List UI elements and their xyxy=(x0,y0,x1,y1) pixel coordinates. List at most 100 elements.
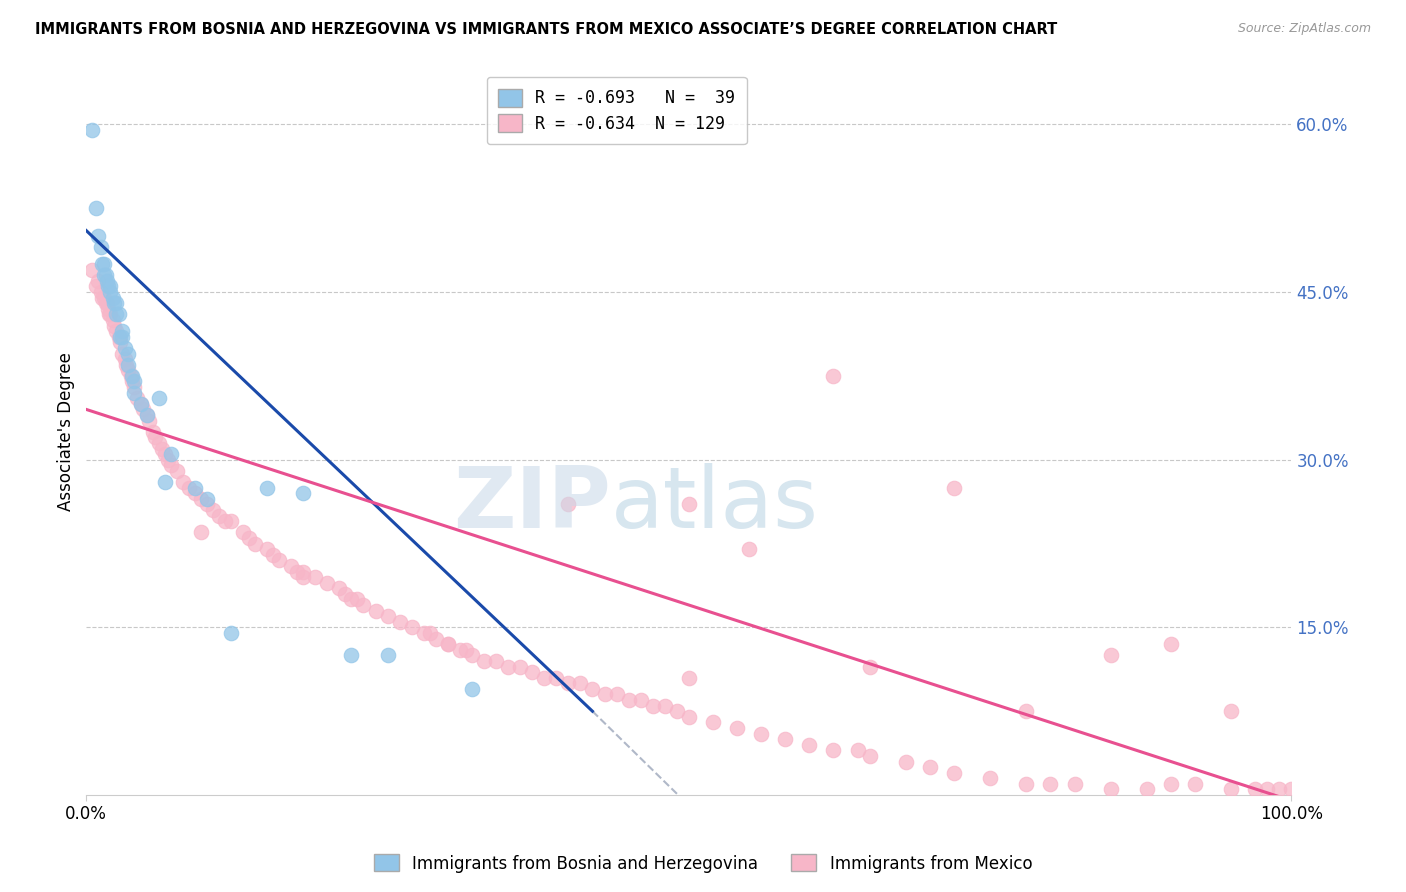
Point xyxy=(82,123,104,137)
Point xyxy=(823,368,845,383)
Point xyxy=(419,626,441,640)
Point xyxy=(150,442,173,456)
Point xyxy=(214,514,236,528)
Point xyxy=(135,408,157,422)
Point xyxy=(461,648,484,663)
Point xyxy=(449,642,471,657)
Point xyxy=(401,620,423,634)
Point xyxy=(256,542,278,557)
Point xyxy=(702,715,724,730)
Point xyxy=(1015,704,1038,718)
Point xyxy=(665,704,688,718)
Point xyxy=(1184,777,1206,791)
Point xyxy=(1015,777,1038,791)
Point xyxy=(103,296,125,310)
Point xyxy=(1220,782,1243,797)
Point xyxy=(522,665,544,679)
Point xyxy=(388,615,411,629)
Point xyxy=(159,447,181,461)
Point xyxy=(678,498,700,512)
Point xyxy=(108,335,131,350)
Point xyxy=(111,346,134,360)
Point xyxy=(269,553,291,567)
Point xyxy=(129,397,152,411)
Point xyxy=(1244,782,1267,797)
Point xyxy=(159,458,181,473)
Point xyxy=(125,391,148,405)
Point xyxy=(98,307,121,321)
Point xyxy=(132,402,155,417)
Point xyxy=(1099,648,1122,663)
Point xyxy=(153,475,176,489)
Point xyxy=(340,648,363,663)
Point xyxy=(100,279,122,293)
Point xyxy=(114,341,136,355)
Point xyxy=(425,632,447,646)
Point xyxy=(799,738,821,752)
Point xyxy=(377,648,399,663)
Point xyxy=(94,268,117,283)
Point xyxy=(569,676,592,690)
Point xyxy=(157,452,180,467)
Point xyxy=(184,481,207,495)
Point xyxy=(101,313,124,327)
Point xyxy=(1160,637,1182,651)
Point xyxy=(738,542,761,557)
Point xyxy=(96,274,118,288)
Point xyxy=(117,358,139,372)
Point xyxy=(190,491,212,506)
Point xyxy=(195,498,218,512)
Point xyxy=(219,626,242,640)
Point xyxy=(87,229,110,244)
Point xyxy=(412,626,434,640)
Point xyxy=(285,565,308,579)
Text: atlas: atlas xyxy=(610,463,818,546)
Point xyxy=(846,743,869,757)
Point xyxy=(292,570,315,584)
Point xyxy=(437,637,460,651)
Point xyxy=(93,291,115,305)
Point xyxy=(859,748,882,763)
Point xyxy=(557,498,579,512)
Point xyxy=(1099,782,1122,797)
Text: Source: ZipAtlas.com: Source: ZipAtlas.com xyxy=(1237,22,1371,36)
Point xyxy=(292,486,315,500)
Point xyxy=(485,654,508,668)
Point xyxy=(1160,777,1182,791)
Point xyxy=(108,307,131,321)
Point xyxy=(124,380,146,394)
Point xyxy=(509,659,531,673)
Point xyxy=(678,671,700,685)
Point xyxy=(124,385,146,400)
Point xyxy=(91,291,114,305)
Point xyxy=(1268,782,1291,797)
Point xyxy=(100,307,122,321)
Point xyxy=(454,642,477,657)
Point xyxy=(1063,777,1085,791)
Point xyxy=(894,755,917,769)
Point xyxy=(138,414,160,428)
Point xyxy=(546,671,568,685)
Point xyxy=(606,688,628,702)
Point xyxy=(142,425,165,439)
Point xyxy=(90,240,112,254)
Point xyxy=(1136,782,1159,797)
Point xyxy=(377,609,399,624)
Point xyxy=(201,503,224,517)
Point xyxy=(256,481,278,495)
Point xyxy=(725,721,748,735)
Point xyxy=(121,368,143,383)
Point xyxy=(943,765,966,780)
Point xyxy=(135,408,157,422)
Text: IMMIGRANTS FROM BOSNIA AND HERZEGOVINA VS IMMIGRANTS FROM MEXICO ASSOCIATE’S DEG: IMMIGRANTS FROM BOSNIA AND HERZEGOVINA V… xyxy=(35,22,1057,37)
Point xyxy=(219,514,242,528)
Point xyxy=(617,693,640,707)
Point xyxy=(238,531,260,545)
Point xyxy=(84,201,107,215)
Point xyxy=(346,592,368,607)
Point xyxy=(243,536,266,550)
Point xyxy=(496,659,519,673)
Point xyxy=(111,330,134,344)
Point xyxy=(943,481,966,495)
Point xyxy=(105,324,128,338)
